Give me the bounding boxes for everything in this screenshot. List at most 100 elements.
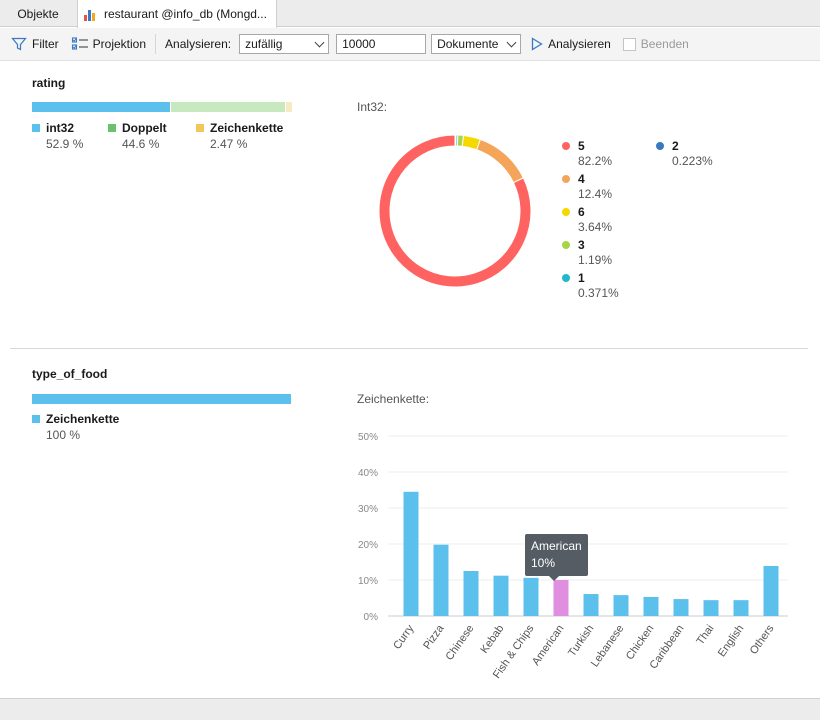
play-icon [531, 37, 543, 51]
projection-label: Projektion [92, 37, 147, 51]
donut-slice-5[interactable] [378, 134, 532, 288]
bar-curry[interactable] [403, 491, 419, 616]
legend-pct: 12.4% [578, 187, 613, 201]
y-tick-label: 40% [358, 468, 378, 479]
checkbox-box[interactable] [622, 37, 636, 51]
legend-item-doppelt: Doppelt 44.6 % [108, 121, 167, 151]
bar-lebanese[interactable] [613, 595, 629, 616]
food-chart-caption: Zeichenkette: [357, 392, 430, 406]
y-tick-label: 20% [358, 540, 378, 551]
x-tick-label: Chinese [443, 623, 476, 663]
sample-count-value: 10000 [342, 37, 376, 51]
stop-checkbox[interactable]: Beenden [622, 37, 689, 51]
legend-label: 3 [578, 238, 585, 252]
legend-pct: 0.223% [672, 154, 713, 168]
sampling-mode-select[interactable]: zufällig [239, 34, 330, 54]
legend-pct: 2.47 % [210, 137, 248, 151]
analyze-button[interactable]: Analysieren [531, 37, 611, 51]
x-tick-label: Chicken [624, 623, 657, 662]
status-bar [0, 698, 820, 720]
y-tick-label: 0% [364, 612, 379, 623]
swatch-int32 [32, 124, 40, 132]
funnel-icon [11, 37, 27, 51]
projection-button[interactable]: Projektion [71, 36, 146, 52]
toolbar: Filter Projektion Analysieren: zufällig … [0, 28, 820, 61]
pie-legend-item-5: 5 82.2% [562, 139, 612, 168]
y-tick-label: 30% [358, 504, 378, 515]
legend-pct: 52.9 % [46, 137, 84, 151]
tooltip-title: American [531, 539, 582, 553]
sample-count-input[interactable]: 10000 [336, 34, 427, 54]
legend-pct: 100 % [46, 428, 81, 442]
legend-label: 5 [578, 139, 585, 153]
x-tick-label: Turkish [566, 623, 596, 659]
legend-pct: 3.64% [578, 220, 613, 234]
type-bar-segment [32, 394, 291, 404]
bar-english[interactable] [733, 600, 749, 616]
legend-label: Doppelt [122, 121, 167, 135]
bar-chicken[interactable] [643, 596, 659, 616]
food-type-bar [32, 394, 291, 404]
type-bar-segment [32, 102, 170, 112]
projection-icon [71, 37, 88, 50]
donut-slice-4[interactable] [476, 138, 525, 184]
target-value: Dokumente [437, 37, 499, 51]
legend-item-zeichenkette: Zeichenkette 2.47 % [196, 121, 283, 151]
bar-kebab[interactable] [493, 575, 509, 616]
legend-pct: 1.19% [578, 253, 613, 267]
filter-button[interactable]: Filter [11, 36, 59, 52]
field-title-type-of-food: type_of_food [32, 367, 108, 381]
legend-label: 1 [578, 271, 585, 285]
pie-legend-item-1: 1 0.371% [562, 271, 619, 300]
stop-label: Beenden [640, 37, 689, 51]
x-tick-label: English [716, 623, 747, 659]
legend-pct: 0.371% [578, 286, 619, 300]
tab-objects[interactable]: Objekte [0, 0, 76, 27]
swatch-zeichenkette [196, 124, 204, 132]
y-tick-label: 50% [358, 432, 378, 443]
type-bar-segment [285, 102, 292, 112]
rating-chart-caption: Int32: [357, 100, 388, 114]
tab-bar: Objekte restaurant @info_db (Mongd... [0, 0, 820, 28]
bar-turkish[interactable] [583, 594, 599, 616]
x-tick-label: Curry [391, 622, 417, 651]
legend-pct: 44.6 % [122, 137, 160, 151]
legend-dot [656, 142, 664, 150]
swatch-doppelt [108, 124, 116, 132]
legend-pct: 82.2% [578, 154, 613, 168]
bar-thai[interactable] [703, 600, 719, 616]
x-tick-label: Thai [694, 623, 716, 647]
bar-fish-chips[interactable] [523, 577, 539, 616]
bar-others[interactable] [763, 565, 779, 616]
target-select[interactable]: Dokumente [431, 34, 522, 54]
type-bar-segment [169, 102, 286, 112]
legend-dot [562, 274, 570, 282]
rating-type-bar [32, 102, 292, 112]
bar-chinese[interactable] [463, 571, 479, 616]
bar-caribbean[interactable] [673, 599, 689, 616]
legend-label: Zeichenkette [210, 121, 284, 135]
legend-dot [562, 241, 570, 249]
pie-legend-item-3: 3 1.19% [562, 238, 612, 267]
pie-legend-item-4: 4 12.4% [562, 172, 612, 201]
legend-label: 4 [578, 172, 585, 186]
bar-american[interactable] [553, 580, 569, 616]
analyze-label: Analysieren: [165, 37, 232, 51]
swatch-zeichenkette [32, 415, 40, 423]
tab-restaurant-analysis[interactable]: restaurant @info_db (Mongd... [77, 0, 277, 28]
legend-label: 2 [672, 139, 679, 153]
filter-label: Filter [32, 37, 59, 51]
legend-item-zeichenkette-food: Zeichenkette 100 % [32, 412, 119, 442]
x-tick-label: Kebab [478, 623, 506, 656]
bar-pizza[interactable] [433, 544, 449, 616]
y-tick-label: 10% [358, 576, 378, 587]
tab-objects-label: Objekte [17, 6, 59, 21]
pie-legend-item-6: 6 3.64% [562, 205, 612, 234]
legend-item-int32: int32 52.9 % [32, 121, 83, 151]
rating-donut-chart [378, 134, 532, 288]
section-divider [10, 348, 808, 349]
sampling-mode-value: zufällig [245, 37, 283, 51]
legend-label: 6 [578, 205, 585, 219]
legend-dot [562, 175, 570, 183]
